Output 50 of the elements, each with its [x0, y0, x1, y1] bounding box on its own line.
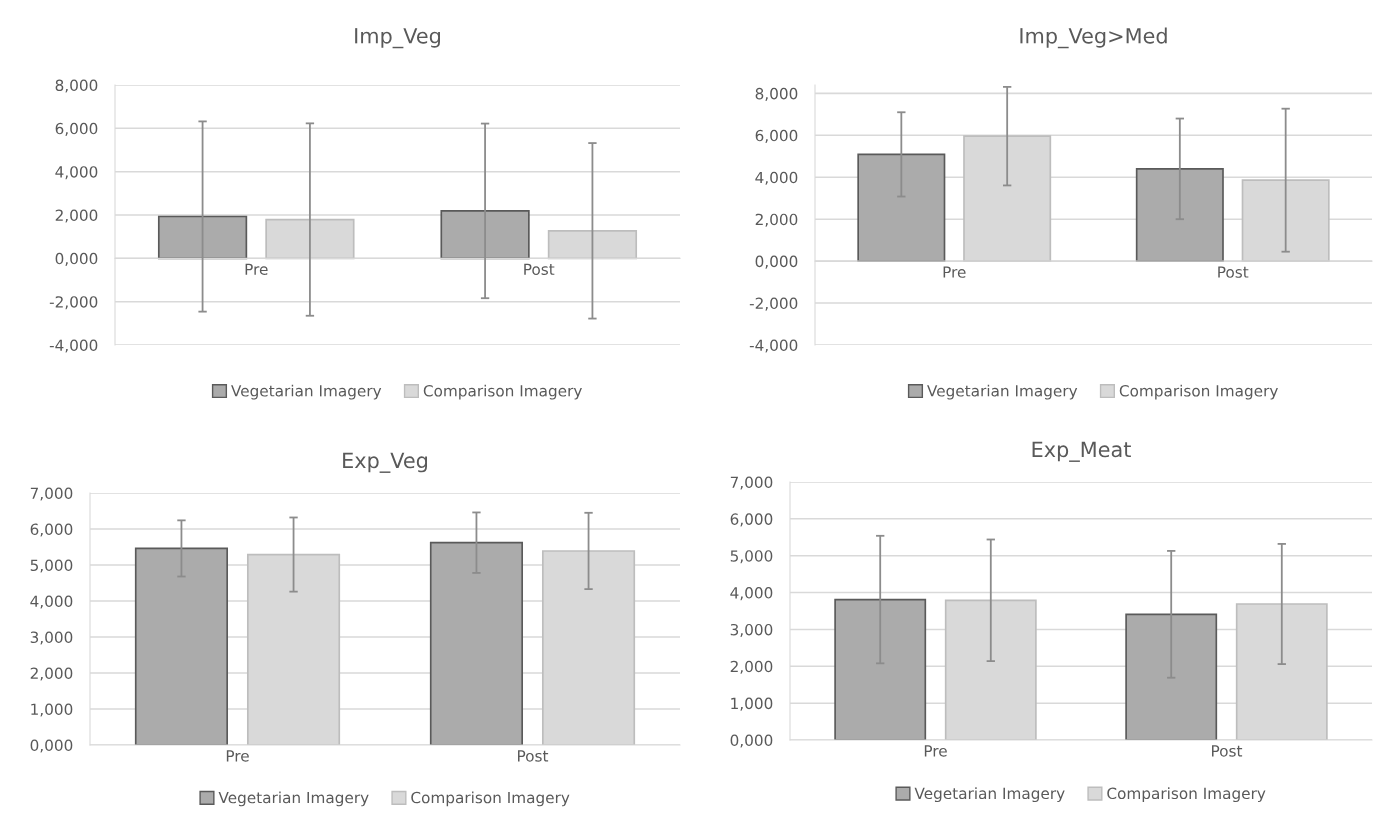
- y-tick-label: 4,000: [755, 171, 798, 185]
- y-tick-label: 6,000: [755, 129, 798, 143]
- legend-label: Comparison Imagery: [423, 384, 582, 400]
- legend-label: Comparison Imagery: [1119, 384, 1278, 400]
- x-tick-label: Post: [1218, 266, 1249, 278]
- y-tick-label: 2,000: [30, 667, 73, 681]
- y-tick-label: 1,000: [31, 703, 73, 717]
- chart-title: Exp_Meat: [1032, 441, 1131, 462]
- y-tick-label: 6,000: [55, 122, 98, 136]
- y-tick-label: 8,000: [755, 87, 798, 101]
- y-tick-label: -4,000: [749, 339, 798, 353]
- x-tick-label: Pre: [245, 263, 268, 276]
- x-tick-label: Pre: [226, 750, 249, 762]
- y-tick-label: 8,000: [55, 79, 98, 93]
- y-tick-label: 6,000: [730, 513, 773, 527]
- y-tick-label: 0,000: [55, 252, 98, 266]
- y-tick-label: -2,000: [49, 296, 98, 310]
- y-tick-label: -4,000: [49, 339, 98, 353]
- y-tick-label: 1,000: [731, 697, 773, 711]
- y-tick-label: 5,000: [30, 559, 73, 573]
- legend-label: Comparison Imagery: [411, 791, 570, 807]
- legend-label: Vegetarian Imagery: [927, 384, 1078, 400]
- legend-label: Vegetarian Imagery: [218, 791, 369, 807]
- y-tick-label: 0,000: [30, 739, 73, 753]
- x-tick-label: Pre: [924, 745, 947, 757]
- y-tick-label: 3,000: [30, 631, 73, 645]
- x-tick-label: Post: [518, 750, 549, 762]
- legend-label: Vegetarian Imagery: [231, 384, 382, 400]
- legend-label: Vegetarian Imagery: [914, 787, 1065, 803]
- y-tick-label: 7,000: [30, 487, 73, 501]
- y-tick-label: 2,000: [730, 660, 773, 674]
- chart-title: Imp_Veg>Med: [1020, 27, 1167, 49]
- y-tick-label: 5,000: [730, 550, 773, 564]
- y-tick-label: 0,000: [730, 734, 773, 748]
- x-tick-label: Post: [524, 263, 555, 276]
- y-tick-label: 4,000: [30, 595, 73, 609]
- y-tick-label: 0,000: [755, 255, 798, 269]
- y-tick-label: 3,000: [730, 623, 773, 638]
- y-tick-label: 4,000: [730, 587, 773, 601]
- y-tick-label: 2,000: [755, 213, 798, 227]
- y-tick-label: 7,000: [730, 476, 773, 490]
- legend-label: Comparison Imagery: [1107, 787, 1266, 803]
- y-tick-label: -2,000: [749, 297, 798, 311]
- x-tick-label: Post: [1212, 745, 1243, 757]
- y-tick-label: 6,000: [30, 523, 73, 537]
- y-tick-label: 4,000: [55, 166, 98, 180]
- chart-title: Imp_Veg: [355, 28, 440, 49]
- x-tick-label: Pre: [943, 266, 966, 278]
- chart-title: Exp_Veg: [343, 452, 428, 473]
- y-tick-label: 2,000: [55, 209, 98, 223]
